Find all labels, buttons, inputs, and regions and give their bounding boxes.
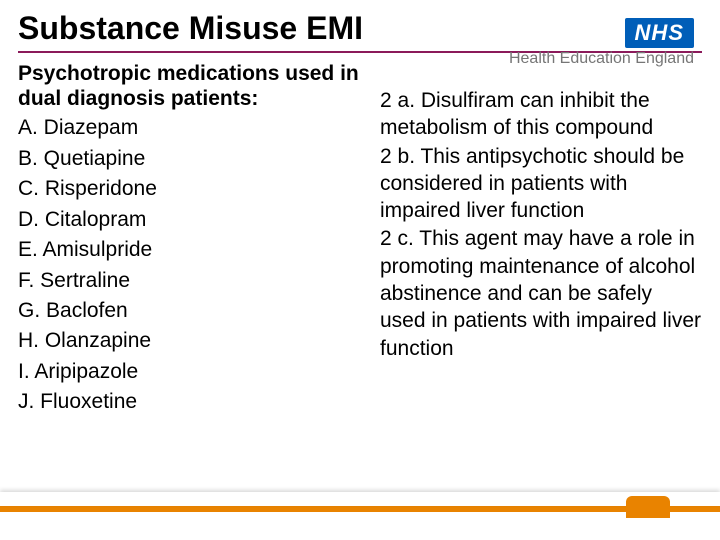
right-column: 2 a. Disulfiram can inhibit the metaboli… <box>380 61 702 418</box>
clue-2b: 2 b. This antipsychotic should be consid… <box>380 143 702 225</box>
option-j: J. Fluoxetine <box>18 387 360 417</box>
option-c: C. Risperidone <box>18 174 360 204</box>
nhs-logo-block: NHS Health Education England <box>509 18 694 68</box>
clue-2c: 2 c. This agent may have a role in promo… <box>380 225 702 361</box>
option-i: I. Aripipazole <box>18 357 360 387</box>
question-heading: Psychotropic medications used in dual di… <box>18 61 360 111</box>
slide: NHS Health Education England Substance M… <box>0 0 720 540</box>
clue-2a: 2 a. Disulfiram can inhibit the metaboli… <box>380 87 702 142</box>
corner-notch <box>626 496 670 518</box>
left-column: Psychotropic medications used in dual di… <box>18 61 360 418</box>
option-a: A. Diazepam <box>18 113 360 143</box>
option-h: H. Olanzapine <box>18 326 360 356</box>
hee-subtitle: Health Education England <box>509 50 694 68</box>
option-g: G. Baclofen <box>18 296 360 326</box>
option-e: E. Amisulpride <box>18 235 360 265</box>
option-d: D. Citalopram <box>18 205 360 235</box>
option-b: B. Quetiapine <box>18 144 360 174</box>
content-columns: Psychotropic medications used in dual di… <box>18 61 702 418</box>
option-f: F. Sertraline <box>18 266 360 296</box>
footer-bar <box>0 506 720 512</box>
nhs-logo: NHS <box>625 18 694 48</box>
